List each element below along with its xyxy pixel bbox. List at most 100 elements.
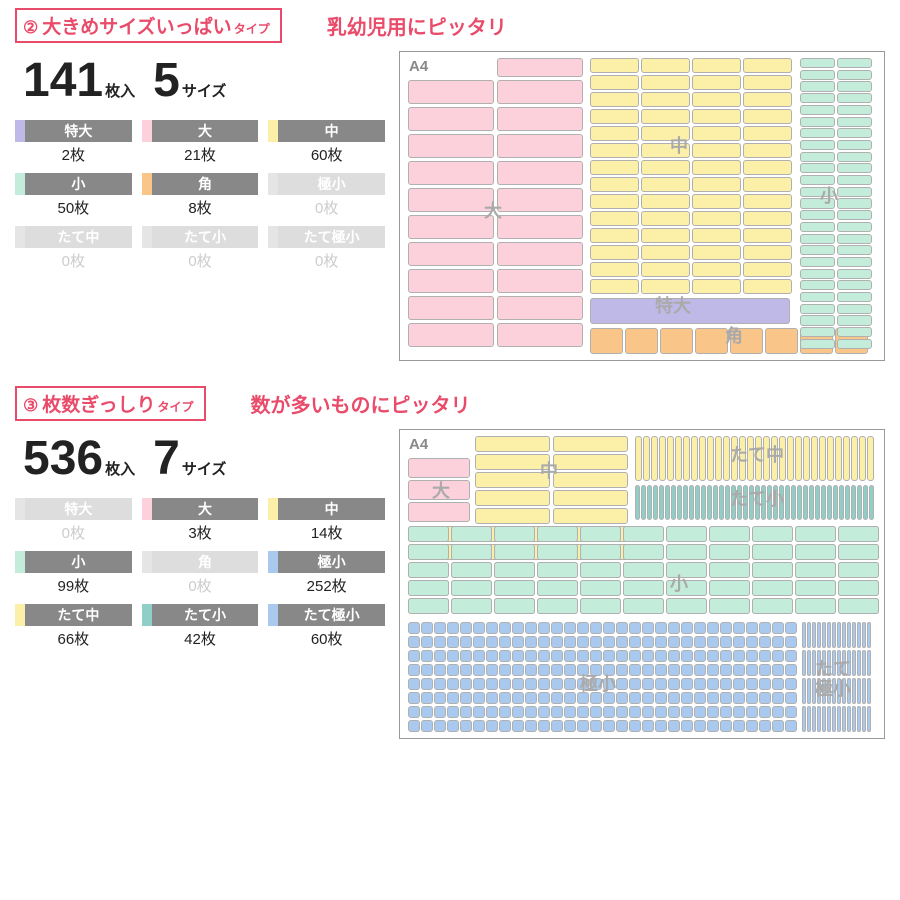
sticker bbox=[837, 128, 872, 138]
sticker bbox=[807, 706, 811, 732]
sticker bbox=[641, 75, 690, 90]
sticker bbox=[525, 622, 537, 634]
sticker bbox=[785, 485, 790, 520]
sticker bbox=[773, 485, 778, 520]
sticker bbox=[692, 228, 741, 243]
size-item: 極小0枚 bbox=[268, 173, 385, 218]
sticker bbox=[460, 692, 472, 704]
sticker bbox=[862, 650, 866, 676]
sticker bbox=[668, 622, 680, 634]
sticker bbox=[538, 664, 550, 676]
size-item: 小50枚 bbox=[15, 173, 132, 218]
sticker bbox=[800, 117, 835, 127]
sticker bbox=[590, 177, 639, 192]
sticker bbox=[839, 485, 844, 520]
sticker bbox=[551, 678, 563, 690]
sticker bbox=[668, 650, 680, 662]
sticker bbox=[743, 160, 792, 175]
size-swatch bbox=[15, 173, 25, 195]
sticker bbox=[553, 472, 628, 488]
size-name: 大 bbox=[152, 120, 259, 142]
sticker bbox=[629, 664, 641, 676]
sticker bbox=[616, 650, 628, 662]
sticker bbox=[837, 222, 872, 232]
size-swatch bbox=[268, 120, 278, 142]
size-swatch bbox=[15, 551, 25, 573]
sticker bbox=[752, 580, 793, 596]
size-swatch bbox=[142, 120, 152, 142]
sticker bbox=[701, 485, 706, 520]
sticker bbox=[832, 678, 836, 704]
sticker bbox=[847, 678, 851, 704]
sticker bbox=[447, 678, 459, 690]
sticker bbox=[537, 598, 578, 614]
sticker bbox=[733, 636, 745, 648]
sticker bbox=[460, 678, 472, 690]
badge-main: 大きめサイズいっぱい bbox=[42, 12, 231, 39]
sticker bbox=[795, 436, 802, 481]
sticker bbox=[434, 720, 446, 732]
size-item: 角0枚 bbox=[142, 551, 259, 596]
sticker bbox=[408, 636, 420, 648]
sticker bbox=[800, 93, 835, 103]
sticker bbox=[647, 485, 652, 520]
size-name: たて中 bbox=[25, 226, 132, 248]
sticker bbox=[759, 650, 771, 662]
sticker bbox=[408, 458, 470, 478]
sticker bbox=[743, 211, 792, 226]
sticker bbox=[590, 143, 639, 158]
sticker bbox=[817, 650, 821, 676]
sticker bbox=[857, 678, 861, 704]
sticker bbox=[852, 650, 856, 676]
sticker bbox=[590, 245, 639, 260]
size-item: たて小0枚 bbox=[142, 226, 259, 271]
sticker bbox=[451, 562, 492, 578]
sticker bbox=[590, 298, 790, 324]
sticker bbox=[725, 485, 730, 520]
sticker bbox=[655, 650, 667, 662]
sticker bbox=[772, 636, 784, 648]
sticker bbox=[837, 140, 872, 150]
sticker bbox=[603, 650, 615, 662]
sticker bbox=[692, 160, 741, 175]
sticker bbox=[486, 650, 498, 662]
sticker bbox=[460, 622, 472, 634]
count-unit: 枚入 bbox=[105, 461, 135, 478]
sticker bbox=[689, 485, 694, 520]
tagline: 数が多いものにピッタリ bbox=[251, 389, 471, 418]
size-count: 21枚 bbox=[142, 142, 259, 165]
sticker bbox=[743, 143, 792, 158]
size-count: 2枚 bbox=[15, 142, 132, 165]
sticker bbox=[408, 215, 494, 239]
size-count: 3枚 bbox=[142, 520, 259, 543]
sticker bbox=[577, 622, 589, 634]
sticker bbox=[538, 720, 550, 732]
sticker bbox=[709, 544, 750, 560]
sticker bbox=[421, 664, 433, 676]
sticker bbox=[655, 678, 667, 690]
sticker bbox=[827, 650, 831, 676]
sticker bbox=[763, 436, 770, 481]
sticker bbox=[473, 678, 485, 690]
sticker bbox=[525, 706, 537, 718]
sticker bbox=[655, 622, 667, 634]
sticker bbox=[421, 692, 433, 704]
sticker bbox=[683, 436, 690, 481]
sticker bbox=[655, 692, 667, 704]
sticker bbox=[731, 485, 736, 520]
sticker bbox=[668, 678, 680, 690]
sticker bbox=[642, 720, 654, 732]
sticker bbox=[590, 692, 602, 704]
sticker bbox=[802, 678, 806, 704]
sticker bbox=[730, 328, 763, 354]
sticker bbox=[795, 526, 836, 542]
sticker bbox=[616, 664, 628, 676]
sticker bbox=[635, 485, 640, 520]
sticker bbox=[651, 436, 658, 481]
size-item: たて極小60枚 bbox=[268, 604, 385, 649]
sticker bbox=[800, 187, 835, 197]
sticker bbox=[537, 562, 578, 578]
sticker bbox=[577, 720, 589, 732]
size-name: 角 bbox=[152, 551, 259, 573]
sticker bbox=[720, 720, 732, 732]
